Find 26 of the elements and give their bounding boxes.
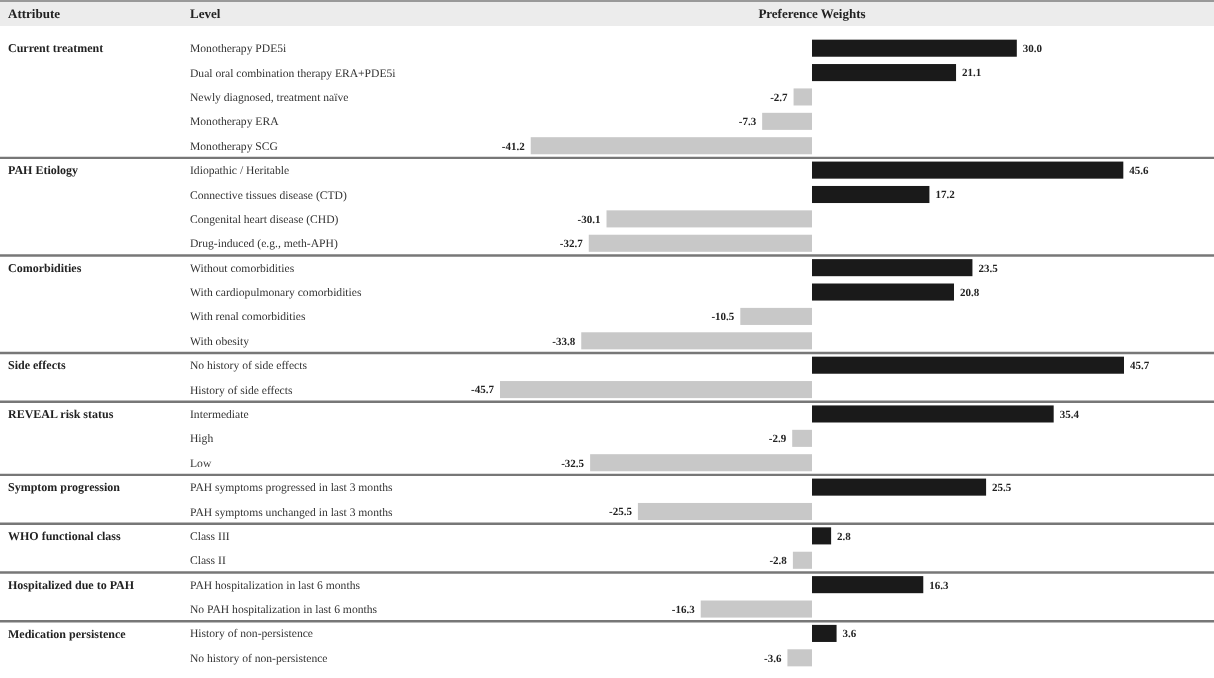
bar <box>812 39 1017 57</box>
bar <box>812 356 1124 374</box>
bar <box>812 527 832 545</box>
bar <box>787 649 812 667</box>
bar <box>812 259 973 277</box>
bar <box>637 502 812 521</box>
bar <box>762 112 812 130</box>
bar <box>812 161 1124 179</box>
bar <box>812 405 1054 423</box>
bar <box>792 429 812 447</box>
bar <box>792 551 812 569</box>
bar <box>700 600 812 618</box>
bar <box>530 137 812 155</box>
bar <box>812 283 954 301</box>
bar <box>740 307 812 325</box>
bar <box>581 332 812 350</box>
bar <box>793 88 812 106</box>
bar <box>812 185 930 204</box>
bar <box>588 234 812 252</box>
bar <box>812 64 957 82</box>
bar <box>606 210 812 228</box>
bar <box>590 454 812 472</box>
bar <box>812 576 924 594</box>
bar <box>812 478 987 496</box>
bar <box>500 381 812 399</box>
bar <box>812 624 837 642</box>
